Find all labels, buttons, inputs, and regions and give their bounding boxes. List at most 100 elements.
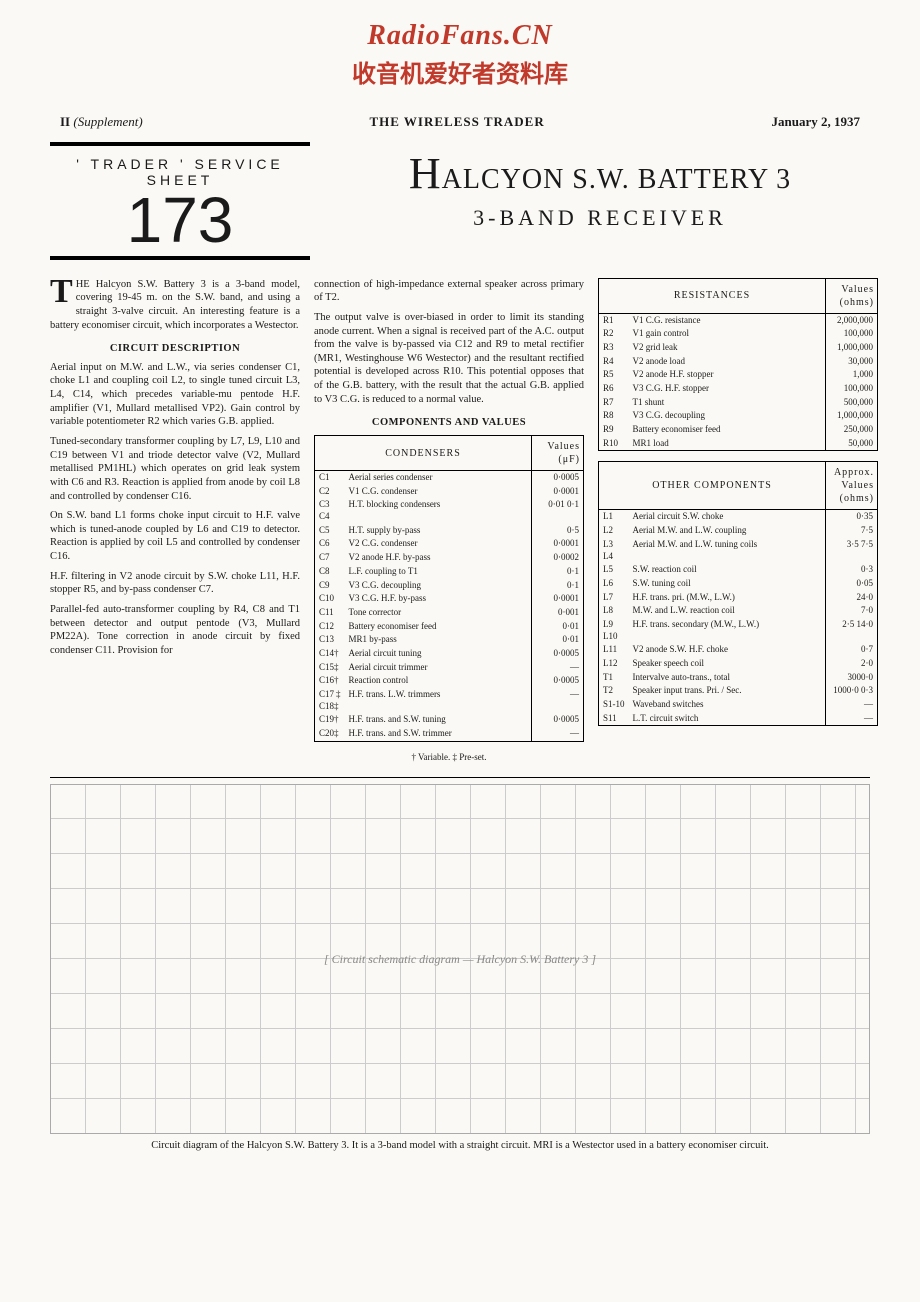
component-desc: V2 anode H.F. by-pass xyxy=(345,551,532,565)
component-ref: L11 xyxy=(599,643,629,657)
component-ref: C19† xyxy=(315,713,345,727)
component-value: 1,000,000 xyxy=(826,341,878,355)
table-row: T1Intervalve auto-trans., total3000·0 xyxy=(599,671,878,685)
header-publication: THE WIRELESS TRADER xyxy=(369,114,544,130)
component-ref: R6 xyxy=(599,382,629,396)
table-row: C7V2 anode H.F. by-pass0·0002 xyxy=(315,551,584,565)
component-ref: T1 xyxy=(599,671,629,685)
component-desc: Speaker input trans. Pri. / Sec. xyxy=(629,684,826,698)
circuit-para-2: Tuned-secondary transformer coupling by … xyxy=(50,435,300,503)
table-row: C11Tone corrector0·001 xyxy=(315,606,584,620)
component-ref: R3 xyxy=(599,341,629,355)
component-value: 0·0001 xyxy=(532,485,584,499)
component-value: 0·0001 xyxy=(532,537,584,551)
table-row: C8L.F. coupling to T10·1 xyxy=(315,565,584,579)
table-row: C5H.T. supply by-pass0·5 xyxy=(315,524,584,538)
watermark-english: RadioFans.CN xyxy=(50,20,870,52)
component-desc: H.F. trans. pri. (M.W., L.W.) xyxy=(629,591,826,605)
component-ref: R8 xyxy=(599,409,629,423)
component-desc: Aerial circuit S.W. choke xyxy=(629,510,826,524)
component-desc: Battery economiser feed xyxy=(345,620,532,634)
title-block: ' TRADER ' SERVICE SHEET 173 HALCYON S.W… xyxy=(50,142,870,260)
component-ref: C11 xyxy=(315,606,345,620)
table-row: C12Battery economiser feed0·01 xyxy=(315,620,584,634)
table-row: C19†H.F. trans. and S.W. tuning0·0005 xyxy=(315,713,584,727)
watermark: RadioFans.CN 收音机爱好者资料库 xyxy=(50,20,870,89)
table-row: L12Speaker speech coil2·0 xyxy=(599,657,878,671)
other-value-head: Approx. Values (ohms) xyxy=(826,462,878,510)
component-desc: H.T. blocking condensers xyxy=(345,498,532,523)
component-value: 0·01 xyxy=(532,633,584,647)
component-desc: V2 anode load xyxy=(629,355,826,369)
resistances-value-head: Values (ohms) xyxy=(826,278,878,313)
table-row: C20‡H.F. trans. and S.W. trimmer— xyxy=(315,727,584,741)
component-value: 2,000,000 xyxy=(826,313,878,327)
table-row: R6V3 C.G. H.F. stopper100,000 xyxy=(599,382,878,396)
component-ref: C8 xyxy=(315,565,345,579)
circuit-schematic-placeholder: [ Circuit schematic diagram — Halcyon S.… xyxy=(50,784,870,1134)
component-desc: Intervalve auto-trans., total xyxy=(629,671,826,685)
component-value: 3·5 7·5 xyxy=(826,538,878,563)
component-ref: R4 xyxy=(599,355,629,369)
component-ref: C9 xyxy=(315,579,345,593)
table-row: L6S.W. tuning coil0·05 xyxy=(599,577,878,591)
column-2: connection of high-impedance external sp… xyxy=(314,278,584,764)
table-row: C1Aerial series condenser0·0005 xyxy=(315,471,584,485)
component-value: 0·01 0·1 xyxy=(532,498,584,523)
column-1: THE Halcyon S.W. Battery 3 is a 3-band m… xyxy=(50,278,300,764)
component-desc: Speaker speech coil xyxy=(629,657,826,671)
component-desc: V3 C.G. H.F. stopper xyxy=(629,382,826,396)
component-value: 0·3 xyxy=(826,563,878,577)
condensers-value-head: Values (μF) xyxy=(532,436,584,471)
component-desc: V1 C.G. condenser xyxy=(345,485,532,499)
column-3: RESISTANCES Values (ohms) R1V1 C.G. resi… xyxy=(598,278,878,764)
component-desc: T1 shunt xyxy=(629,396,826,410)
component-value: 2·0 xyxy=(826,657,878,671)
running-header: II (Supplement) THE WIRELESS TRADER Janu… xyxy=(50,114,870,130)
component-desc: Aerial M.W. and L.W. tuning coils xyxy=(629,538,826,563)
component-desc: L.T. circuit switch xyxy=(629,712,826,726)
component-desc: V3 C.G. H.F. by-pass xyxy=(345,592,532,606)
component-desc: V3 C.G. decoupling xyxy=(629,409,826,423)
component-value: 0·0005 xyxy=(532,647,584,661)
other-components-table: OTHER COMPONENTS Approx. Values (ohms) L… xyxy=(598,461,878,726)
component-desc: S.W. tuning coil xyxy=(629,577,826,591)
component-ref: R5 xyxy=(599,368,629,382)
component-value: 0·0005 xyxy=(532,713,584,727)
component-desc: M.W. and L.W. reaction coil xyxy=(629,604,826,618)
table-row: L3 L4Aerial M.W. and L.W. tuning coils3·… xyxy=(599,538,878,563)
component-ref: R10 xyxy=(599,437,629,451)
component-value: 7·0 xyxy=(826,604,878,618)
circuit-para-4: H.F. filtering in V2 anode circuit by S.… xyxy=(50,570,300,597)
component-ref: R9 xyxy=(599,423,629,437)
component-value: 1,000,000 xyxy=(826,409,878,423)
component-desc: Aerial series condenser xyxy=(345,471,532,485)
component-ref: C10 xyxy=(315,592,345,606)
condensers-table: CONDENSERS Values (μF) C1Aerial series c… xyxy=(314,435,584,742)
table-row: L1Aerial circuit S.W. choke0·35 xyxy=(599,510,878,524)
table-row: C3 C4H.T. blocking condensers0·01 0·1 xyxy=(315,498,584,523)
content-columns: THE Halcyon S.W. Battery 3 is a 3-band m… xyxy=(50,278,870,764)
header-supplement-label: (Supplement) xyxy=(73,114,142,129)
table-row: C16†Reaction control0·0005 xyxy=(315,674,584,688)
service-sheet-box: ' TRADER ' SERVICE SHEET 173 xyxy=(50,142,310,260)
component-ref: L3 L4 xyxy=(599,538,629,563)
component-value: 50,000 xyxy=(826,437,878,451)
watermark-chinese: 收音机爱好者资料库 xyxy=(50,54,870,89)
component-ref: C6 xyxy=(315,537,345,551)
circuit-para-3: On S.W. band L1 forms choke input circui… xyxy=(50,509,300,564)
table-row: R9Battery economiser feed250,000 xyxy=(599,423,878,437)
title-initial: H xyxy=(409,149,442,198)
component-value: 0·01 xyxy=(532,620,584,634)
component-desc: MR1 load xyxy=(629,437,826,451)
component-value: 0·0005 xyxy=(532,674,584,688)
component-ref: L1 xyxy=(599,510,629,524)
table-row: C10V3 C.G. H.F. by-pass0·0001 xyxy=(315,592,584,606)
component-desc: H.T. supply by-pass xyxy=(345,524,532,538)
component-value: 3000·0 xyxy=(826,671,878,685)
component-ref: C14† xyxy=(315,647,345,661)
component-value: 0·5 xyxy=(532,524,584,538)
component-value: 2·5 14·0 xyxy=(826,618,878,643)
component-ref: C12 xyxy=(315,620,345,634)
component-desc: V2 C.G. condenser xyxy=(345,537,532,551)
